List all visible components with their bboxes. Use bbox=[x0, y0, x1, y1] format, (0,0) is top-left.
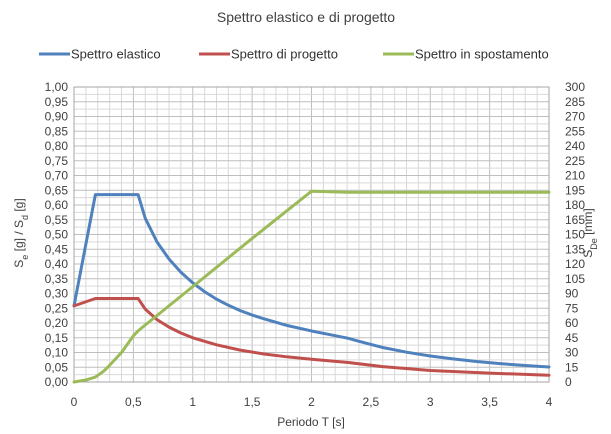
legend-label-spettro-di-progetto: Spettro di progetto bbox=[231, 47, 338, 62]
y-right-tick-label: 0 bbox=[565, 375, 572, 389]
y-right-tick-label: 240 bbox=[565, 139, 585, 153]
y-left-tick-label: 0,75 bbox=[45, 154, 69, 168]
y-left-tick-label: 0,70 bbox=[45, 169, 69, 183]
plot-area-border bbox=[73, 86, 550, 383]
y-right-tick-label: 285 bbox=[565, 95, 585, 109]
legend: Spettro elastico Spettro di progetto Spe… bbox=[39, 47, 549, 62]
y-right-tick-label: 165 bbox=[565, 213, 585, 227]
y-left-tick-label: 0,65 bbox=[45, 183, 69, 197]
y-left-tick-label: 0,40 bbox=[45, 257, 69, 271]
y-left-tick-label: 0,50 bbox=[45, 228, 69, 242]
series-line-spettro-elastico bbox=[72, 193, 551, 369]
y-right-tick-label: 180 bbox=[565, 198, 585, 212]
y-right-tick-label: 45 bbox=[565, 331, 579, 345]
y-axis-right-title: SDe [mm] bbox=[581, 208, 599, 258]
y-left-tick-label: 0,95 bbox=[45, 95, 69, 109]
x-axis-title: Periodo T [s] bbox=[277, 415, 345, 429]
x-tick-label: 3,5 bbox=[481, 395, 498, 409]
y-left-tick-label: 0,25 bbox=[45, 301, 69, 315]
y-right-tick-label: 75 bbox=[565, 301, 579, 315]
x-tick-label: 0,5 bbox=[125, 395, 142, 409]
legend-label-spettro-in-spostamento: Spettro in spostamento bbox=[415, 47, 549, 62]
x-tick-label: 2 bbox=[308, 395, 315, 409]
series-line-spettro-in-spostamento bbox=[72, 189, 551, 384]
y-right-tick-label: 15 bbox=[565, 360, 579, 374]
y-right-tick-label: 135 bbox=[565, 242, 585, 256]
y-left-tick-label: 0,00 bbox=[45, 375, 69, 389]
y-left-tick-label: 0,10 bbox=[45, 346, 69, 360]
x-tick-label: 2,5 bbox=[363, 395, 380, 409]
y-left-tick-label: 0,20 bbox=[45, 316, 69, 330]
y-right-tick-label: 225 bbox=[565, 154, 585, 168]
y-right-tick-label: 120 bbox=[565, 257, 585, 271]
series-lines bbox=[72, 189, 551, 384]
y-left-tick-label: 0,05 bbox=[45, 360, 69, 374]
y-left-tick-label: 0,45 bbox=[45, 242, 69, 256]
y-right-tick-label: 60 bbox=[565, 316, 579, 330]
y-left-tick-label: 0,15 bbox=[45, 331, 69, 345]
series-line-spettro-di-progetto bbox=[72, 297, 551, 377]
y-right-tick-label: 195 bbox=[565, 183, 585, 197]
y-right-tick-label: 150 bbox=[565, 228, 585, 242]
y-left-tick-label: 0,55 bbox=[45, 213, 69, 227]
y-left-tick-label: 0,90 bbox=[45, 110, 69, 124]
y-left-tick-label: 0,30 bbox=[45, 287, 69, 301]
x-axis-ticks: 0 0,5 1 1,5 2 2,5 3 3,5 4 bbox=[71, 395, 553, 409]
y-left-tick-label: 1,00 bbox=[45, 80, 69, 94]
y-right-tick-label: 90 bbox=[565, 287, 579, 301]
y-right-tick-label: 30 bbox=[565, 346, 579, 360]
y-right-tick-label: 210 bbox=[565, 169, 585, 183]
x-tick-label: 1 bbox=[189, 395, 196, 409]
y-axis-left-ticks: 0,000,050,100,150,200,250,300,350,400,45… bbox=[45, 80, 69, 389]
y-right-tick-label: 255 bbox=[565, 124, 585, 138]
y-right-tick-label: 270 bbox=[565, 110, 585, 124]
y-right-tick-label: 105 bbox=[565, 272, 585, 286]
y-left-tick-label: 0,85 bbox=[45, 124, 69, 138]
x-tick-label: 3 bbox=[427, 395, 434, 409]
chart-title: Spettro elastico e di progetto bbox=[217, 9, 395, 25]
y-axis-right-ticks: 0153045607590105120135150165180195210225… bbox=[565, 80, 585, 389]
y-axis-left-title: Se [g] / Sd [g] bbox=[12, 198, 30, 267]
x-tick-label: 0 bbox=[71, 395, 78, 409]
plot-grid bbox=[73, 86, 550, 383]
legend-label-spettro-elastico: Spettro elastico bbox=[71, 47, 161, 62]
x-tick-label: 4 bbox=[546, 395, 553, 409]
y-right-tick-label: 300 bbox=[565, 80, 585, 94]
y-left-tick-label: 0,80 bbox=[45, 139, 69, 153]
y-left-tick-label: 0,35 bbox=[45, 272, 69, 286]
x-tick-label: 1,5 bbox=[244, 395, 261, 409]
y-left-tick-label: 0,60 bbox=[45, 198, 69, 212]
